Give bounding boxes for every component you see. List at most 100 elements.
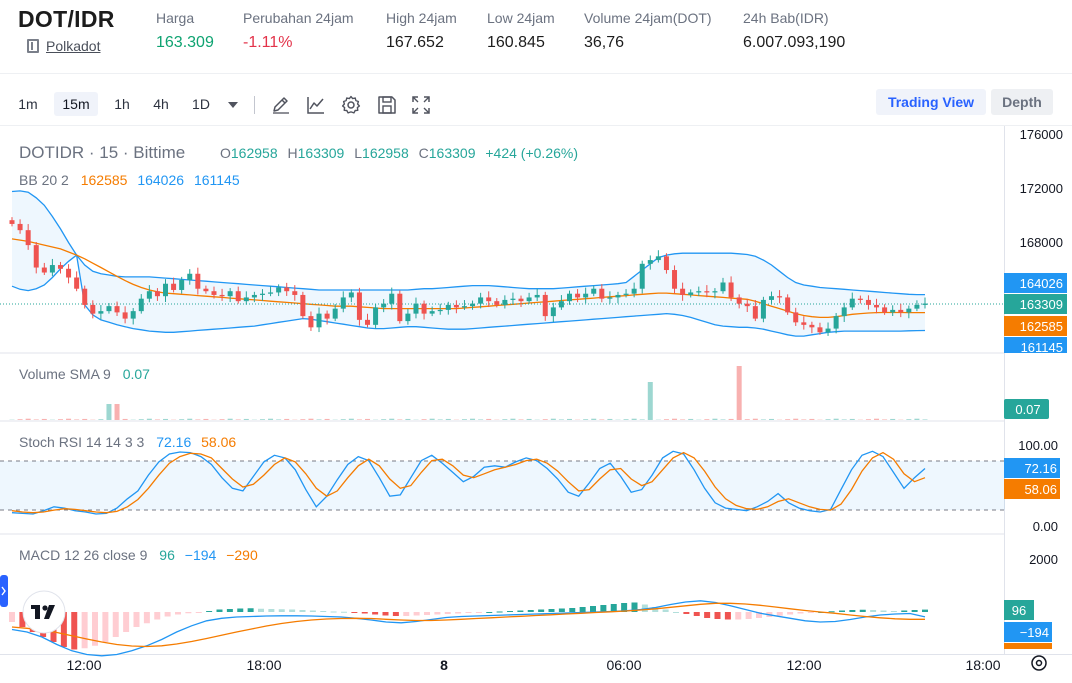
interval-4h[interactable]: 4h [153, 96, 169, 112]
volume-label: Volume SMA 9 [19, 366, 111, 382]
stoch-d-value: 58.06 [201, 434, 236, 450]
macd-hist-bar [434, 612, 441, 615]
macd-hist-bar [849, 610, 856, 612]
candle-body [348, 292, 354, 298]
volume-bar [510, 418, 516, 420]
candle-body [235, 291, 241, 302]
candle-body [316, 313, 322, 328]
candle [453, 300, 459, 314]
candle-body [268, 292, 274, 294]
macd-hist-bar [206, 611, 213, 612]
candle [639, 260, 645, 294]
pencil-icon[interactable] [270, 94, 292, 116]
chevron-down-icon[interactable] [223, 96, 243, 114]
price-marker-mid: 162585 [1004, 316, 1067, 336]
stoch-d-line [11, 451, 926, 514]
candle-body [187, 273, 193, 280]
candle [421, 300, 427, 320]
side-panel-toggle[interactable] [0, 575, 8, 607]
stoch-tick: 0.00 [1033, 519, 1058, 534]
candle [235, 286, 241, 304]
candle-body [227, 291, 233, 297]
macd-hist-bar [164, 612, 171, 617]
symbol-legend[interactable]: DOTIDR · 15 · Bittime [19, 143, 185, 162]
candle-body [373, 307, 379, 325]
candle-body [558, 301, 564, 308]
macd-hist-bar [403, 612, 410, 616]
gear-icon[interactable] [340, 94, 362, 116]
candle [268, 286, 274, 297]
candle [429, 306, 435, 317]
macd-hist-bar [839, 610, 845, 612]
depth-tab[interactable]: Depth [991, 89, 1053, 115]
candle [510, 292, 516, 305]
coin-info-link[interactable]: Polkadot [27, 38, 100, 54]
bb-upper-value: 164026 [137, 172, 184, 188]
volume-bar [122, 418, 128, 420]
ohlc-legend: O162958 H163309 L162958 C163309 +424 (+0… [220, 145, 578, 161]
chart-settings-icon[interactable] [1031, 655, 1047, 671]
volume-bar [478, 419, 484, 420]
stat-value: 167.652 [386, 34, 444, 51]
trading-view-tab[interactable]: Trading View [876, 89, 986, 115]
macd-hist-bar [123, 612, 130, 632]
candle [696, 286, 702, 297]
candle [259, 289, 265, 301]
macd-hist-bar [704, 612, 711, 618]
tradingview-logo[interactable] [22, 590, 66, 634]
macd-hist-bar [320, 611, 327, 612]
stoch-tick: 100.00 [1018, 438, 1058, 453]
interval-1d[interactable]: 1D [192, 96, 210, 112]
candle [49, 258, 55, 277]
stoch-k-value: 72.16 [156, 434, 191, 450]
save-icon[interactable] [376, 94, 398, 116]
candle-body [300, 294, 306, 317]
candle-body [672, 270, 678, 289]
time-tick: 18:00 [965, 657, 1000, 673]
stoch-legend[interactable]: Stoch RSI 14 14 3 3 72.16 58.06 [19, 434, 236, 450]
candle-body [130, 311, 136, 319]
candle [98, 305, 104, 320]
candle [768, 291, 774, 305]
macd-legend[interactable]: MACD 12 26 close 9 96 −194 −290 [19, 547, 258, 563]
volume-bar [841, 419, 847, 420]
indicators-icon[interactable] [305, 94, 327, 116]
volume-bar [66, 418, 72, 420]
candle [413, 297, 419, 319]
volume-bar [663, 419, 669, 420]
bb-legend[interactable]: BB 20 2 162585 164026 161145 [19, 172, 240, 188]
candle [777, 290, 783, 304]
macd-signal-value: −290 [226, 547, 258, 563]
candle [631, 282, 637, 298]
interval-1h[interactable]: 1h [114, 96, 130, 112]
volume-bar [187, 418, 193, 420]
macd-hist-bar [268, 609, 275, 612]
price-chart[interactable]: DOTIDR · 15 · Bittime O162958 H163309 L1… [0, 126, 1072, 683]
candle [300, 291, 306, 319]
candle [760, 296, 766, 323]
stat-value: 36,76 [584, 34, 625, 51]
volume-bar [647, 382, 653, 420]
candle-body [470, 303, 476, 307]
volume-bar [566, 418, 572, 420]
volume-bar [680, 419, 686, 420]
interval-15m[interactable]: 15m [54, 92, 98, 116]
macd-hist-bar [652, 607, 659, 612]
macd-hist-bar [756, 612, 762, 618]
volume-bar [397, 419, 403, 420]
svg-text:58.06: 58.06 [1024, 482, 1057, 497]
fullscreen-icon[interactable] [410, 94, 432, 116]
macd-hist-bar [382, 612, 389, 616]
volume-legend[interactable]: Volume SMA 9 0.07 [19, 366, 150, 382]
volume-bar [405, 418, 411, 420]
stoch-k-line [11, 450, 926, 515]
candle-body [720, 282, 726, 292]
macd-hist-bar [693, 612, 700, 616]
candle-body [356, 292, 362, 320]
interval-1m[interactable]: 1m [18, 96, 38, 112]
candle-body [663, 256, 669, 271]
candle-body [429, 311, 435, 314]
candle [752, 300, 758, 322]
candle-body [583, 293, 589, 298]
volume-bar [558, 419, 564, 420]
